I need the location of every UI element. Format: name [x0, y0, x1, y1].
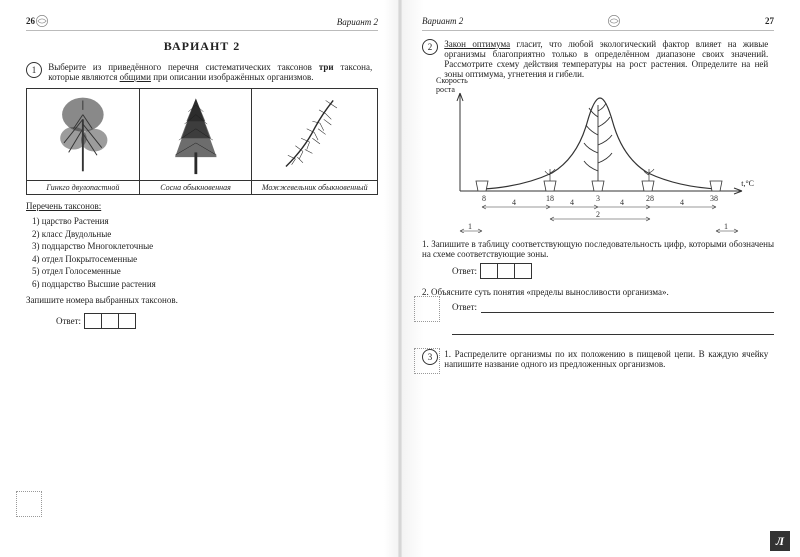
logo-icon	[607, 14, 621, 28]
svg-text:18: 18	[546, 194, 554, 203]
score-box[interactable]	[414, 348, 440, 374]
svg-text:8: 8	[482, 194, 486, 203]
question-text: Закон оптимума гласит, что любой экологи…	[444, 39, 768, 79]
answer-boxes[interactable]	[85, 313, 136, 329]
page-header-left: 26 Вариант 2	[26, 14, 378, 31]
taxon-list: 1) царство Растения 2) класс Двудольные …	[32, 215, 378, 291]
answer-line[interactable]	[452, 323, 774, 335]
juniper-icon	[254, 91, 375, 176]
book-spread: 26 Вариант 2 ВАРИАНТ 2 1 Выберите из при…	[0, 0, 800, 557]
question-1: 1 Выберите из приведённого перечня систе…	[26, 62, 378, 82]
svg-text:1: 1	[724, 222, 728, 231]
answer-boxes[interactable]	[481, 263, 532, 279]
y-axis-label: Скорость роста	[436, 77, 486, 95]
answer-label: Ответ:	[56, 316, 81, 326]
x-axis-label: t,°C	[741, 179, 754, 188]
list-item: 5) отдел Голосеменные	[32, 265, 378, 278]
question-3: 3 1. Распределите организмы по их положе…	[422, 349, 774, 369]
page-title: ВАРИАНТ 2	[26, 39, 378, 54]
list-item: 1) царство Растения	[32, 215, 378, 228]
variant-label: Вариант 2	[49, 16, 378, 27]
caption-ginkgo: Гинкго двулопастной	[27, 181, 140, 195]
list-item: 3) подцарство Многоклеточные	[32, 240, 378, 253]
question-2: 2 Закон оптимума гласит, что любой эколо…	[422, 39, 774, 79]
sub-question-2: 2. Объясните суть понятия «пределы вынос…	[422, 287, 774, 297]
optimum-chart: 8 18 3 28 38 4 4 4 4	[442, 83, 752, 233]
answer-row-3: Ответ:	[452, 301, 774, 313]
page-header-right: Вариант 2 27	[422, 14, 774, 31]
list-item: 6) подцарство Высшие растения	[32, 278, 378, 291]
ginkgo-icon	[29, 91, 137, 176]
logo-icon	[35, 14, 49, 28]
caption-pine: Сосна обыкновенная	[139, 181, 252, 195]
corner-mark: Л	[770, 531, 790, 551]
svg-text:3: 3	[596, 194, 600, 203]
svg-text:2: 2	[596, 210, 600, 219]
cell-pine	[139, 89, 252, 181]
score-box[interactable]	[16, 491, 42, 517]
svg-text:4: 4	[512, 198, 516, 207]
cell-juniper	[252, 89, 378, 181]
question-text: 1. Распределите организмы по их положени…	[444, 349, 768, 369]
variant-label: Вариант 2	[422, 16, 463, 26]
answer-line[interactable]	[481, 301, 774, 313]
answer-row-2: Ответ:	[452, 263, 774, 279]
page-number: 26	[26, 16, 35, 26]
answer-label: Ответ:	[452, 302, 477, 312]
score-box[interactable]	[414, 296, 440, 322]
cell-ginkgo	[27, 89, 140, 181]
svg-text:4: 4	[570, 198, 574, 207]
write-instruction: Запишите номера выбранных таксонов.	[26, 295, 378, 305]
answer-label: Ответ:	[452, 266, 477, 276]
question-number: 1	[26, 62, 42, 78]
svg-text:4: 4	[620, 198, 624, 207]
question-number: 2	[422, 39, 438, 55]
question-text: Выберите из приведённого перечня система…	[48, 62, 372, 82]
list-item: 2) класс Двудольные	[32, 228, 378, 241]
page-left: 26 Вариант 2 ВАРИАНТ 2 1 Выберите из при…	[0, 0, 400, 557]
book-spine	[398, 0, 402, 557]
page-right: Вариант 2 27 2 Закон оптимума гласит, чт…	[400, 0, 800, 557]
svg-text:38: 38	[710, 194, 718, 203]
answer-row-1: Ответ:	[56, 313, 378, 329]
svg-text:4: 4	[680, 198, 684, 207]
svg-text:1: 1	[468, 222, 472, 231]
taxon-list-head: Перечень таксонов:	[26, 201, 378, 211]
page-number: 27	[765, 16, 774, 26]
caption-juniper: Можжевельник обыкновенный	[252, 181, 378, 195]
svg-text:28: 28	[646, 194, 654, 203]
organism-table: Гинкго двулопастной Сосна обыкновенная М…	[26, 88, 378, 195]
sub-question-1: 1. Запишите в таблицу соответствующую по…	[422, 239, 774, 259]
pine-icon	[142, 91, 250, 176]
list-item: 4) отдел Покрытосеменные	[32, 253, 378, 266]
